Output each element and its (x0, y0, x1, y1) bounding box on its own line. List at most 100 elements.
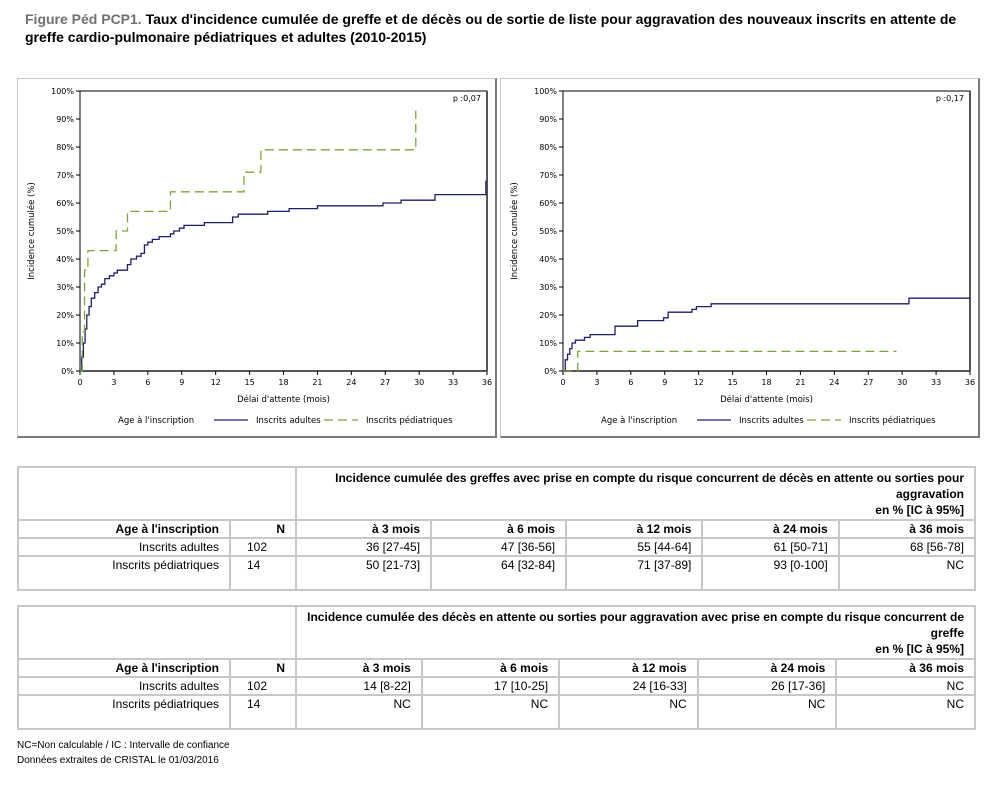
header-n: N (229, 519, 297, 539)
legend-label-adultes: Inscrits adultes (256, 416, 321, 426)
x-tick-label: 27 (863, 378, 873, 387)
table-unit: en % [IC à 95%] (875, 503, 964, 517)
y-tick-label: 20% (539, 311, 557, 320)
x-tick-label: 27 (380, 378, 390, 387)
p-value-annotation: p :0,07 (453, 94, 481, 103)
y-tick-label: 50% (539, 227, 557, 236)
figure-label: Figure Péd PCP1. (25, 11, 142, 27)
cell-3m: NC (295, 694, 423, 730)
series-line-pediatriques (563, 350, 897, 372)
series-line-adultes (80, 180, 487, 372)
footnotes: NC=Non calculable / IC : Intervalle de c… (17, 738, 230, 768)
y-tick-label: 90% (56, 115, 74, 124)
figure-caption: Taux d'incidence cumulée de greffe et de… (25, 11, 957, 45)
cell-36m: NC (837, 555, 977, 591)
y-tick-label: 0% (544, 367, 557, 376)
footnote-source: Données extraites de CRISTAL le 01/03/20… (17, 755, 219, 766)
header-36m: à 36 mois (837, 519, 977, 539)
y-axis-title: Incidence cumulée (%) (26, 182, 37, 280)
y-tick-label: 30% (539, 283, 557, 292)
x-tick-label: 18 (278, 378, 288, 387)
y-tick-label: 80% (56, 143, 74, 152)
header-6m: à 6 mois (420, 658, 561, 678)
footnote-abbrev: NC=Non calculable / IC : Intervalle de c… (17, 740, 230, 751)
cell-6m: 64 [32-84] (430, 555, 568, 591)
y-tick-label: 50% (56, 227, 74, 236)
y-tick-label: 30% (56, 283, 74, 292)
cell-n: 14 (229, 555, 297, 591)
x-tick-label: 6 (628, 378, 633, 387)
table-header-row: Age à l'inscription N à 3 mois à 6 mois … (17, 519, 977, 539)
y-axis-title: Incidence cumulée (%) (509, 182, 520, 280)
table-corner (17, 466, 297, 521)
x-tick-label: 9 (662, 378, 667, 387)
x-tick-label: 9 (179, 378, 184, 387)
cell-age: Inscrits adultes (17, 537, 231, 557)
x-tick-label: 24 (829, 378, 839, 387)
y-tick-label: 20% (56, 311, 74, 320)
cell-3m: 14 [8-22] (295, 676, 423, 696)
series-line-adultes (563, 297, 970, 372)
cell-36m: NC (835, 694, 976, 730)
header-3m: à 3 mois (294, 519, 433, 539)
cell-age: Inscrits pédiatriques (17, 694, 231, 730)
header-12m: à 12 mois (558, 658, 699, 678)
table-row: Inscrits pédiatriques 14 50 [21-73] 64 [… (17, 555, 977, 591)
legend-label-adultes: Inscrits adultes (739, 416, 804, 426)
x-tick-label: 33 (448, 378, 458, 387)
y-tick-label: 70% (539, 171, 557, 180)
x-tick-label: 21 (312, 378, 322, 387)
table-row: Inscrits pédiatriques 14 NC NC NC NC NC (17, 694, 976, 730)
x-axis-title: Délai d'attente (mois) (720, 394, 813, 405)
x-tick-label: 18 (761, 378, 771, 387)
x-tick-label: 30 (414, 378, 424, 387)
y-tick-label: 80% (539, 143, 557, 152)
table-header-row: Age à l'inscription N à 3 mois à 6 mois … (17, 658, 976, 678)
table-unit: en % [IC à 95%] (875, 642, 964, 656)
x-tick-label: 15 (727, 378, 737, 387)
y-tick-label: 90% (539, 115, 557, 124)
x-tick-label: 12 (211, 378, 221, 387)
cell-12m: 55 [44-64] (565, 537, 704, 557)
x-tick-label: 3 (594, 378, 599, 387)
cell-age: Inscrits pédiatriques (17, 555, 231, 591)
cell-age-text: Inscrits pédiatriques (112, 697, 219, 711)
y-tick-label: 60% (539, 199, 557, 208)
cell-36m: 68 [56-78] (837, 537, 977, 557)
legend-label-pediatriques: Inscrits pédiatriques (366, 415, 453, 426)
x-tick-label: 30 (897, 378, 907, 387)
table-row: Inscrits adultes 102 36 [27-45] 47 [36-5… (17, 537, 977, 557)
cell-24m: 26 [17-36] (696, 676, 838, 696)
table-corner (17, 605, 297, 660)
y-tick-label: 40% (56, 255, 74, 264)
header-3m: à 3 mois (295, 658, 423, 678)
header-36m: à 36 mois (835, 658, 976, 678)
legend-title: Age à l'inscription (601, 416, 677, 426)
chart-panel-deces: 0% 10% 20% 30% 40% 50% 60% 70% 80% 90% 100% 0 3 6 9 12 1… (500, 78, 980, 438)
table-deces: Incidence cumulée des décès en attente o… (17, 605, 976, 730)
chart-deces: 0%10%20%30%40%50%60%70%80%90%100%0 3 6 9 12 1… (509, 87, 975, 426)
cell-36m: NC (835, 676, 976, 696)
x-tick-label: 12 (694, 378, 704, 387)
header-6m: à 6 mois (430, 519, 568, 539)
table-title: Incidence cumulée des décès en attente o… (295, 605, 976, 660)
plot-frame (562, 90, 971, 372)
plot-frame (79, 90, 488, 372)
header-age: Age à l'inscription (17, 658, 231, 678)
cell-6m: NC (420, 694, 561, 730)
chart-panel-greffe: 0% 10% 20% 30% 40% 50% 60% 70% 80% 90% 100% 0 3 6 9 12 1… (17, 78, 497, 438)
cell-3m: 50 [21-73] (294, 555, 433, 591)
figure-title: Figure Péd PCP1. Taux d'incidence cumulé… (25, 10, 965, 46)
x-tick-label: 3 (111, 378, 116, 387)
header-24m: à 24 mois (701, 519, 840, 539)
table-title-row: Incidence cumulée des décès en attente o… (17, 605, 976, 660)
cell-12m: 71 [37-89] (565, 555, 704, 591)
y-tick-label: 60% (56, 199, 74, 208)
table-title-row: Incidence cumulée des greffes avec prise… (17, 466, 976, 521)
x-axis-title: Délai d'attente (mois) (237, 394, 330, 405)
x-tick-label: 6 (145, 378, 150, 387)
header-age: Age à l'inscription (17, 519, 231, 539)
cell-3m: 36 [27-45] (294, 537, 433, 557)
cell-n: 14 (229, 694, 297, 730)
y-tick-label: 100% (534, 87, 557, 96)
